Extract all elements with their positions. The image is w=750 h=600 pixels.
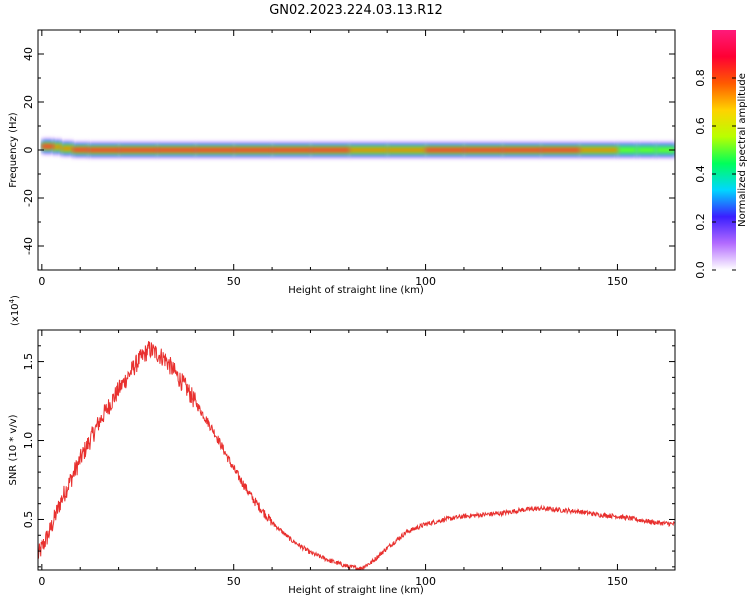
spectrogram-cell	[310, 148, 350, 152]
colorbar-tick-label: 0.0	[694, 261, 707, 279]
spectrogram-cell	[540, 148, 580, 152]
snr-y-multiplier-open: (x10	[10, 303, 21, 326]
spectrogram-cell	[233, 148, 273, 152]
colorbar-scale	[712, 30, 736, 270]
x-tick-label: 0	[38, 275, 45, 288]
colorbar-label: Normalized spectral amplitude	[737, 73, 748, 227]
spectrogram-cell	[463, 148, 503, 152]
colorbar-tick-label: 0.8	[694, 69, 707, 87]
spectrogram-cell	[272, 148, 311, 152]
snr-y-axis-label: SNR (10 * v/v)	[8, 414, 19, 485]
y-tick-label: -40	[22, 237, 35, 255]
spectrogram-cell	[655, 146, 675, 154]
colorbar: 0.0 0.2 0.4 0.6 0.8 Normalized spectral ampl…	[694, 30, 748, 279]
spectrogram-cell	[156, 148, 196, 152]
spectrogram-cell	[425, 148, 465, 152]
snr-y-multiplier: (x104)	[8, 295, 21, 326]
spectrogram-cell	[502, 148, 542, 152]
spectrogram-cell	[579, 147, 618, 153]
spectrogram-y-ticks: -40 -20 0 20 40	[22, 29, 675, 271]
spectrogram-cell	[87, 148, 120, 152]
snr-y-ticks: 0.5 1.0 1.5	[22, 345, 675, 568]
spectrogram-panel: 0 50 100 150 -40 -20 0 20 40 Height of straight…	[8, 29, 676, 296]
x-tick-label: 50	[227, 275, 241, 288]
spectrogram-cell	[118, 148, 158, 152]
spectrogram-image	[41, 138, 675, 158]
y-tick-label: 1.5	[22, 353, 35, 371]
snr-series-line	[38, 341, 675, 570]
y-tick-label: 1.0	[22, 432, 35, 450]
spectrogram-x-ticks: 0 50 100 150	[38, 30, 657, 288]
spectrogram-cell	[53, 144, 62, 150]
snr-x-axis-label: Height of straight line (km)	[288, 585, 424, 596]
snr-y-multiplier-close: )	[10, 295, 21, 299]
snr-x-ticks: 0 50 100 150	[38, 330, 657, 588]
snr-panel: 0 50 100 150 0.5 1.0 1.5 Height of straight l…	[8, 295, 676, 596]
colorbar-ticks: 0.0 0.2 0.4 0.6 0.8	[694, 69, 736, 279]
y-tick-label: -20	[22, 189, 35, 207]
y-tick-label: 0	[22, 147, 35, 154]
x-tick-label: 0	[38, 575, 45, 588]
spectrogram-cell	[617, 146, 638, 154]
spectrogram-cell	[636, 146, 657, 154]
y-tick-label: 20	[22, 95, 35, 109]
spectrogram-cell	[41, 145, 54, 148]
chart-title: GN02.2023.224.03.13.R12	[269, 3, 443, 18]
spectrogram-cell	[61, 146, 74, 151]
colorbar-tick-label: 0.2	[694, 213, 707, 231]
y-tick-label: 0.5	[22, 511, 35, 529]
x-tick-label: 100	[415, 575, 436, 588]
y-tick-label: 40	[22, 47, 35, 61]
spectrogram-y-axis-label: Frequency (Hz)	[8, 112, 19, 188]
spectrogram-cell	[387, 147, 427, 153]
spectrogram-cell	[72, 148, 89, 151]
spectrogram-cell	[195, 148, 235, 152]
x-tick-label: 150	[607, 575, 628, 588]
spectrogram-cell	[348, 147, 388, 153]
x-tick-label: 150	[607, 275, 628, 288]
x-tick-label: 100	[415, 275, 436, 288]
x-tick-label: 50	[227, 575, 241, 588]
snr-y-multiplier-exp: 4	[8, 298, 16, 303]
colorbar-tick-label: 0.4	[694, 165, 707, 183]
spectrogram-x-axis-label: Height of straight line (km)	[288, 285, 424, 296]
colorbar-tick-label: 0.6	[694, 117, 707, 135]
snr-frame	[37, 329, 676, 571]
snr-plot-area	[38, 330, 675, 570]
